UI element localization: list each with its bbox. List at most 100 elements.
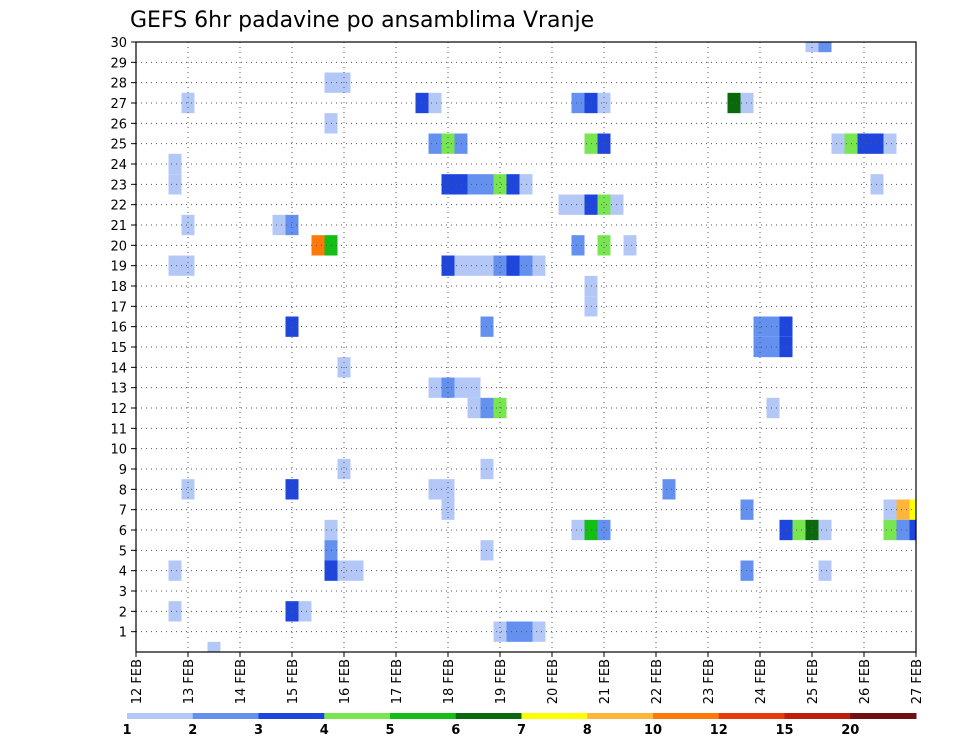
precip-cell <box>766 336 780 358</box>
x-tick-label: 15 FEB <box>286 659 301 704</box>
precip-cell <box>181 479 195 500</box>
y-tick-label: 18 <box>110 280 127 295</box>
y-tick-label: 12 <box>110 402 127 417</box>
y-tick-label: 16 <box>110 321 127 336</box>
color-scale-label: 5 <box>385 723 394 738</box>
color-scale-swatch <box>390 713 457 719</box>
precip-cell <box>571 194 585 215</box>
precip-cell <box>532 255 546 276</box>
y-tick-label: 25 <box>110 138 127 153</box>
color-scale-swatch <box>850 713 917 719</box>
precip-cell <box>168 153 182 175</box>
precip-cell <box>467 255 481 276</box>
precip-cell <box>597 194 611 215</box>
precip-cell <box>168 601 182 622</box>
x-tick-label: 18 FEB <box>442 659 457 704</box>
precip-cell <box>441 133 455 154</box>
y-tick-label: 24 <box>110 158 127 173</box>
precip-cell <box>532 621 546 642</box>
precip-cell <box>493 621 507 642</box>
y-tick-label: 3 <box>119 585 127 600</box>
x-tick-label: 27 FEB <box>910 659 925 704</box>
color-scale-label: 20 <box>841 723 859 738</box>
precip-cell <box>766 316 780 337</box>
x-tick-label: 19 FEB <box>494 659 509 704</box>
precip-cell <box>896 499 910 520</box>
precip-cell <box>909 519 916 541</box>
x-tick-label: 17 FEB <box>390 659 405 704</box>
precip-cell <box>857 133 871 154</box>
chart-title: GEFS 6hr padavine po ansamblima Vranje <box>130 8 594 33</box>
precip-cell <box>623 235 637 256</box>
x-tick-label: 23 FEB <box>702 659 717 704</box>
precip-cell <box>506 621 520 642</box>
color-scale-swatch <box>258 713 325 719</box>
precip-cell <box>506 174 520 195</box>
precip-cell <box>571 235 585 256</box>
color-scale-swatch <box>521 713 588 719</box>
precip-cell <box>818 519 832 541</box>
precip-cell <box>792 519 806 541</box>
precip-cell <box>597 133 611 154</box>
x-tick-label: 13 FEB <box>182 659 197 704</box>
precip-cell <box>818 42 832 53</box>
precip-cell <box>818 560 832 581</box>
precip-cell <box>558 194 572 215</box>
precip-cell <box>571 92 585 114</box>
x-axis: 12 FEB 13 FEB 14 FEB 15 FEB 16 FEB 17 FEB 18 F… <box>130 652 925 704</box>
precip-cell <box>571 519 585 541</box>
y-tick-label: 4 <box>119 565 127 580</box>
precip-cell <box>597 235 611 256</box>
color-scale-label: 8 <box>583 723 592 738</box>
precip-cell <box>181 255 195 276</box>
precip-cell <box>428 479 442 500</box>
y-tick-label: 27 <box>110 97 127 112</box>
precip-cell <box>727 92 741 114</box>
y-tick-label: 26 <box>110 117 127 132</box>
precip-cell <box>766 397 780 419</box>
x-tick-label: 14 FEB <box>234 659 249 704</box>
y-tick-label: 15 <box>110 341 127 356</box>
color-scale-label: 15 <box>775 723 793 738</box>
precip-cell <box>883 519 897 541</box>
precip-cell <box>662 479 676 500</box>
precip-cell <box>168 560 182 581</box>
precip-cell <box>467 397 481 419</box>
color-scale-swatch <box>455 713 522 719</box>
precip-cell <box>428 377 442 398</box>
x-tick-label: 21 FEB <box>598 659 613 704</box>
color-scale-label: 2 <box>188 723 197 738</box>
y-tick-label: 13 <box>110 382 127 397</box>
y-tick-label: 19 <box>110 260 127 275</box>
precip-cell <box>896 519 910 541</box>
precip-cell <box>597 519 611 541</box>
color-scale-swatch <box>192 713 259 719</box>
y-tick-label: 14 <box>110 361 127 376</box>
precip-cell <box>428 133 442 154</box>
precip-cell <box>298 601 312 622</box>
color-scale-label: 12 <box>710 723 728 738</box>
x-tick-label: 24 FEB <box>754 659 769 704</box>
y-tick-label: 21 <box>110 219 127 234</box>
y-tick-label: 10 <box>110 443 127 458</box>
color-scale: 1 2 3 4 5 6 7 8 10 12 15 20 <box>122 713 917 738</box>
color-scale-label: 4 <box>320 723 329 738</box>
precip-cell <box>337 560 351 581</box>
color-scale-swatch <box>653 713 720 719</box>
y-tick-label: 29 <box>110 56 127 71</box>
precip-cell <box>493 174 507 195</box>
x-tick-label: 25 FEB <box>806 659 821 704</box>
y-tick-label: 23 <box>110 178 127 193</box>
precip-cell <box>207 641 221 652</box>
precip-cell <box>831 133 845 154</box>
y-tick-label: 20 <box>110 239 127 254</box>
x-tick-label: 26 FEB <box>858 659 873 704</box>
precip-cell <box>506 255 520 276</box>
color-scale-swatch <box>784 713 851 719</box>
precip-cell <box>467 174 481 195</box>
color-scale-label: 6 <box>451 723 460 738</box>
x-tick-label: 22 FEB <box>650 659 665 704</box>
precip-cell <box>909 499 916 520</box>
precip-cell <box>883 133 897 154</box>
precip-cell <box>337 458 351 480</box>
